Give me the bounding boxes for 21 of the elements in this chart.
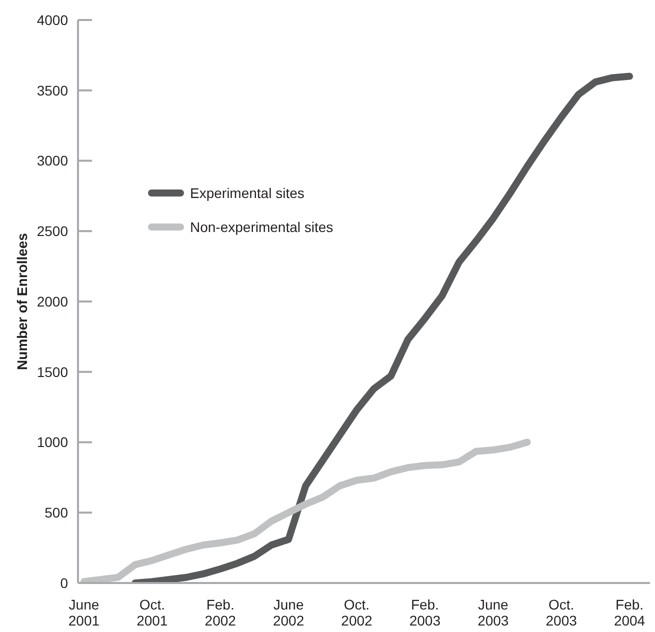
x-tick-label: Feb. 2003 bbox=[409, 596, 441, 629]
y-tick-label: 0 bbox=[60, 574, 68, 591]
x-tick-label: June 2001 bbox=[68, 596, 100, 629]
y-tick-label: 3500 bbox=[36, 82, 68, 98]
x-tick-label: Oct. 2003 bbox=[546, 596, 578, 629]
y-axis-title: Number of Enrollees bbox=[14, 232, 30, 370]
x-tick-label: Feb. 2002 bbox=[204, 596, 236, 629]
y-tick-label: 4000 bbox=[36, 12, 68, 28]
x-tick-label: Oct. 2002 bbox=[341, 596, 373, 629]
x-tick-label: June 2002 bbox=[272, 596, 304, 629]
x-tick-label: Oct. 2001 bbox=[136, 596, 168, 629]
legend-label: Non-experimental sites bbox=[190, 218, 334, 235]
x-tick-label: Feb. 2004 bbox=[614, 596, 646, 629]
y-tick-label: 2500 bbox=[36, 223, 68, 240]
x-tick-label: June 2003 bbox=[478, 596, 509, 629]
y-tick-label: 3000 bbox=[36, 152, 68, 169]
legend-label: Experimental sites bbox=[190, 184, 304, 201]
y-tick-label: 2000 bbox=[36, 293, 68, 310]
y-tick-label: 500 bbox=[44, 504, 68, 521]
y-tick-label: 1000 bbox=[36, 434, 68, 450]
y-tick-label: 1500 bbox=[36, 364, 68, 380]
